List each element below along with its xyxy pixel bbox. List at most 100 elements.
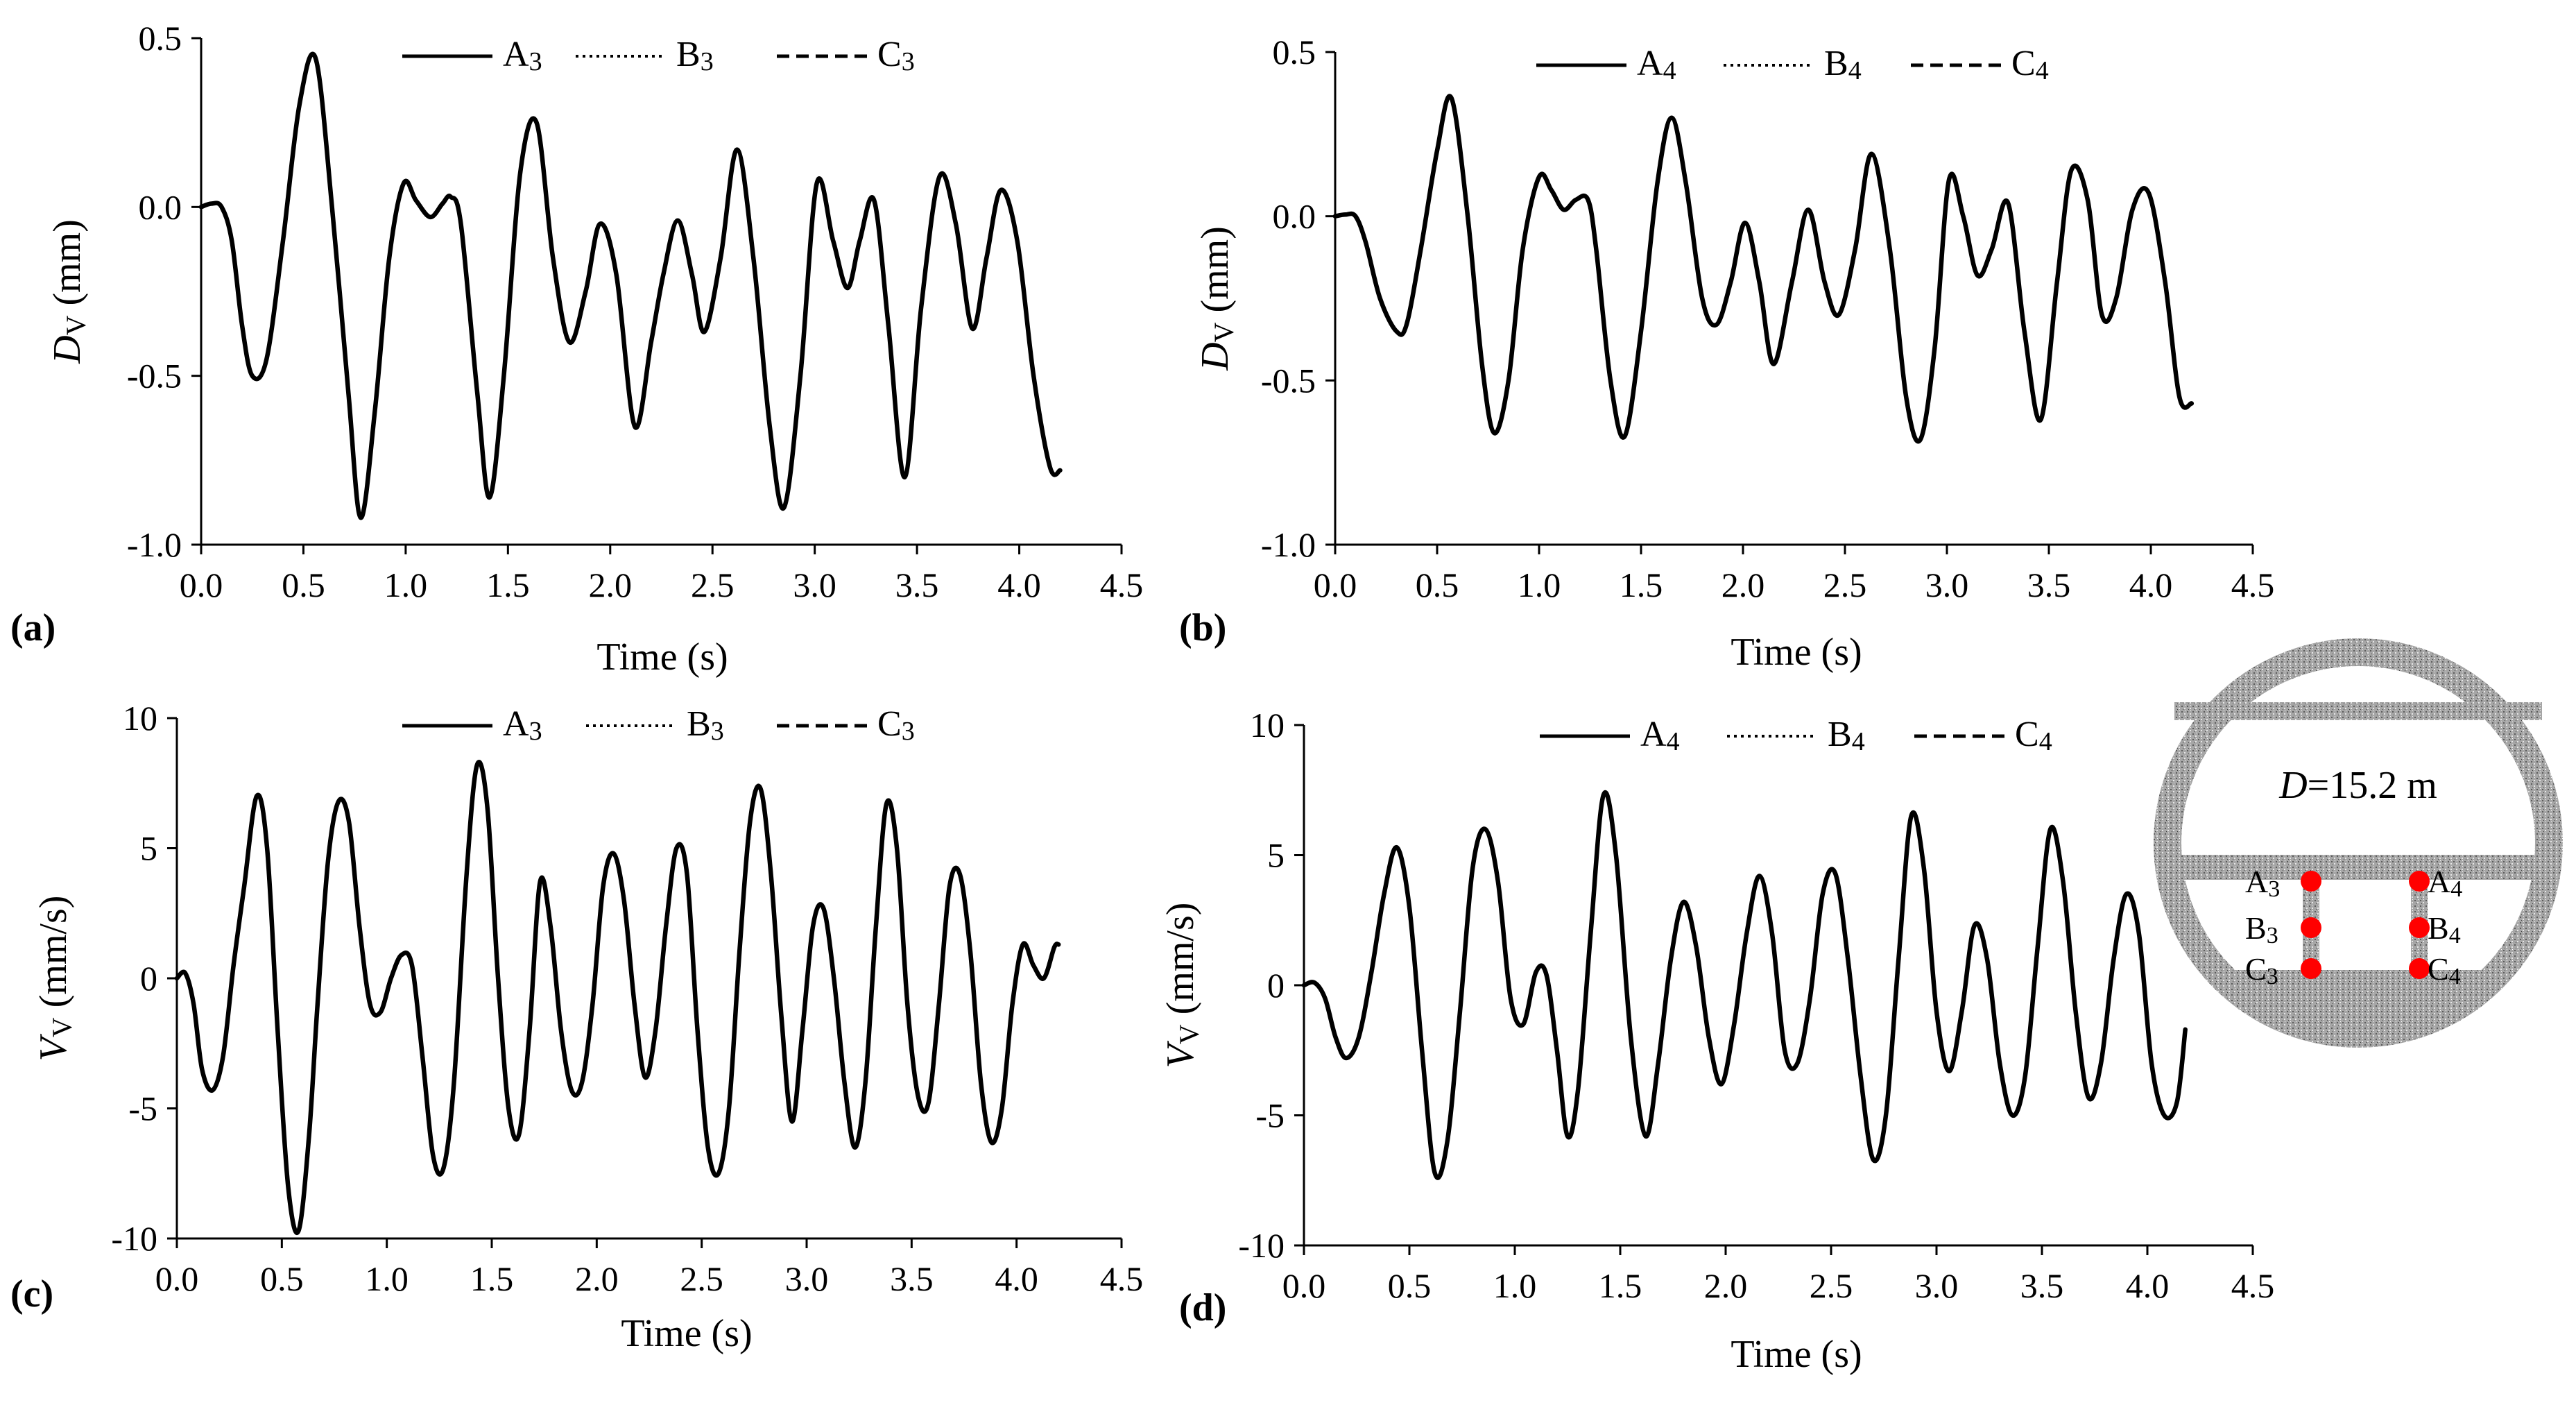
x-tick-label: 3.5 [890,1259,934,1298]
y-tick-label: -10 [1238,1226,1285,1265]
y-tick-label: -5 [128,1089,157,1128]
x-tick-label: 1.5 [1620,565,1663,604]
panel-b: (b) 0.0 0.5 1.0 1.5 2.0 2.5 3.0 3.5 4.0 4.5 -1.0 -0… [1179,33,2274,674]
x-tick-label: 4.5 [1100,1259,1144,1298]
y-axis-label: VV (mm/s) [1159,903,1205,1068]
y-tick-label: -1.0 [1261,525,1316,564]
measure-point-label: C4 [2428,951,2461,989]
x-tick-label: 4.5 [1100,565,1144,604]
x-tick-label: 2.5 [680,1259,723,1298]
y-tick-label: 5 [140,829,157,868]
y-tick-label: 5 [1267,836,1285,875]
measure-point-label: A4 [2428,864,2462,902]
y-tick-label: 10 [1250,706,1285,744]
legend-label: B4 [1824,44,1862,85]
y-axis-label: DV (mm) [46,219,92,364]
measure-point-label: B3 [2245,910,2278,948]
series-line-0 [1301,790,2188,1180]
x-tick-label: 3.5 [2027,565,2071,604]
x-tick-label: 4.0 [2126,1266,2170,1305]
y-tick-label: 0.5 [1273,33,1316,71]
x-tick-label: 1.5 [486,565,530,604]
y-tick-label: 0.0 [139,187,182,226]
x-tick-label: 3.5 [895,565,939,604]
panel-letter-a: (a) [10,606,55,649]
x-tick-label: 2.5 [691,565,735,604]
x-tick-label: 4.5 [2231,1266,2275,1305]
x-tick-label: 1.0 [1493,1266,1537,1305]
measure-point-c3 [2301,958,2321,979]
measure-point-label: B4 [2428,910,2461,948]
legend-label: B3 [676,35,714,76]
series-line-0 [1332,94,2195,444]
y-tick-label: -5 [1255,1096,1285,1135]
legend-label: A4 [1640,715,1680,756]
y-tick-label: 0 [1267,966,1285,1005]
x-tick-label: 0.5 [282,565,325,604]
series-line-0 [174,759,1061,1235]
y-axis-label: VV (mm/s) [32,896,78,1062]
x-tick-label: 2.0 [1721,565,1765,604]
y-tick-label: -1.0 [127,525,182,564]
x-tick-label: 3.5 [2020,1266,2064,1305]
measure-point-b4 [2409,917,2430,938]
x-tick-label: 0.5 [1416,565,1459,604]
legend-label: A4 [1637,44,1676,85]
x-tick-label: 3.0 [1915,1266,1959,1305]
measure-point-a4 [2409,871,2430,892]
legend-label: C4 [2015,715,2052,756]
panel-d: (d) 0.0 0.5 1.0 1.5 2.0 2.5 3.0 3.5 4.0 4.5 -10 -5 0… [1159,706,2274,1376]
legend-label: B4 [1828,715,1865,756]
series-line-0 [198,51,1063,520]
legend-label: C3 [877,704,915,746]
y-axis-label: DV (mm) [1194,226,1239,371]
x-tick-label: 1.0 [384,565,428,604]
y-tick-label: 0.0 [1273,197,1316,236]
x-tick-label: 1.0 [1518,565,1561,604]
x-tick-label: 4.0 [997,565,1041,604]
x-tick-label: 3.0 [793,565,836,604]
x-tick-label: 4.5 [2231,565,2275,604]
y-tick-label: 10 [123,699,157,738]
panel-letter-c: (c) [10,1272,53,1315]
x-tick-label: 3.0 [785,1259,829,1298]
measure-point-label: C3 [2245,951,2278,989]
y-tick-label: -0.5 [1261,361,1316,400]
y-tick-label: 0 [140,959,157,998]
x-axis-label: Time (s) [596,636,728,679]
tunnel-upper-slab [2174,702,2542,720]
x-tick-label: 2.0 [575,1259,619,1298]
measure-point-a3 [2301,871,2321,892]
x-tick-label: 1.0 [365,1259,409,1298]
legend-label: C4 [2011,44,2049,85]
tunnel-invert [2209,970,2507,1042]
x-tick-label: 4.0 [2129,565,2173,604]
panel-c: (c) 0.0 0.5 1.0 1.5 2.0 2.5 3.0 3.5 4.0 4.5 -10 -5 0… [10,699,1143,1355]
x-axis-label: Time (s) [1731,631,1862,674]
x-tick-label: 0.0 [1282,1266,1326,1305]
legend-label: C3 [877,35,915,76]
x-tick-label: 2.0 [1704,1266,1748,1305]
measure-point-label: A3 [2245,864,2280,902]
panel-a: (a) 0.0 0.5 1.0 1.5 2.0 2.5 3.0 3.5 4.0 4.5 -1.0 -0… [10,19,1143,679]
y-tick-label: -0.5 [127,357,182,395]
x-tick-label: 0.0 [155,1259,199,1298]
legend-label: B3 [687,704,724,746]
x-tick-label: 2.0 [589,565,633,604]
x-tick-label: 0.5 [260,1259,304,1298]
x-tick-label: 2.5 [1823,565,1867,604]
y-tick-label: 0.5 [139,19,182,58]
measure-point-b3 [2301,917,2321,938]
x-axis-label: Time (s) [621,1312,752,1355]
x-tick-label: 3.0 [1925,565,1969,604]
legend-label: A3 [503,35,542,76]
x-tick-label: 0.0 [180,565,223,604]
x-tick-label: 1.5 [1599,1266,1642,1305]
x-axis-label: Time (s) [1731,1333,1862,1376]
panel-letter-b: (b) [1179,606,1226,649]
y-tick-label: -10 [111,1219,157,1258]
diameter-label: D=15.2 m [2278,764,2437,807]
